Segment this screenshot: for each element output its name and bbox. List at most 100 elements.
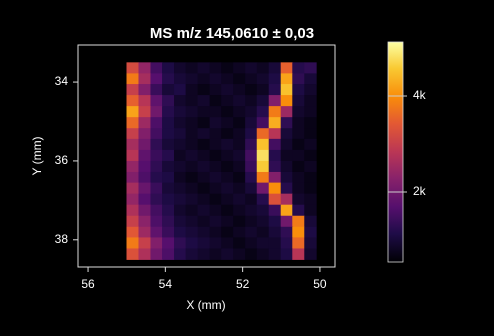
heatmap-cell (221, 171, 234, 184)
heatmap-cell (209, 138, 222, 151)
heatmap-cell (280, 106, 294, 118)
heatmap-cell (233, 128, 246, 140)
heatmap-cell (292, 106, 305, 118)
heatmap-cell (268, 226, 282, 239)
heatmap-cell (304, 182, 317, 195)
heatmap-cell (304, 128, 317, 140)
heatmap-cell (209, 182, 222, 195)
heatmap-cell (209, 106, 222, 118)
heatmap-cell (268, 215, 282, 228)
heatmap-cell (150, 62, 163, 74)
heatmap-cell (138, 73, 151, 85)
heatmap-cell (256, 149, 270, 162)
heatmap-cell (304, 62, 317, 74)
heatmap-cell (304, 117, 317, 129)
heatmap-cell (209, 160, 222, 173)
heatmap-cell (245, 193, 258, 206)
heatmap-cell (197, 149, 210, 162)
heatmap-cell (162, 62, 175, 74)
heatmap-cell (174, 193, 187, 206)
heatmap-cell (209, 215, 222, 228)
heatmap-cell (174, 182, 187, 195)
heatmap-cell (221, 128, 234, 140)
heatmap-cell (292, 138, 305, 151)
heatmap-cell (245, 171, 258, 184)
heatmap-cell (304, 106, 317, 118)
heatmap-cell (268, 138, 282, 151)
heatmap-cell (233, 160, 246, 173)
heatmap-cell (185, 149, 199, 162)
heatmap-cell (162, 248, 175, 260)
heatmap-cell (209, 62, 222, 74)
heatmap-cell (185, 160, 199, 173)
heatmap-cell (138, 138, 151, 151)
heatmap-cell (292, 215, 305, 228)
heatmap-cell (174, 62, 187, 74)
plot-frame (77, 44, 336, 268)
heatmap-cell (292, 182, 305, 195)
heatmap-cell (292, 237, 305, 249)
heatmap-cell (150, 226, 163, 239)
heatmap-cell (209, 226, 222, 239)
heatmap-cell (185, 237, 199, 249)
heatmap-cell (233, 226, 246, 239)
heatmap-cell (292, 128, 305, 140)
heatmap-cell (162, 84, 175, 96)
heatmap-cell (292, 248, 305, 260)
heatmap-cell (150, 171, 163, 184)
heatmap-cell (268, 193, 282, 206)
heatmap-cell (197, 106, 210, 118)
heatmap-cell (304, 149, 317, 162)
heatmap-cell (233, 171, 246, 184)
heatmap-cell (256, 193, 270, 206)
colorbar (387, 41, 404, 263)
heatmap-cell (185, 171, 199, 184)
heatmap-cell (280, 149, 294, 162)
heatmap-cell (126, 248, 139, 260)
heatmap-cell (185, 73, 199, 85)
heatmap-cell (162, 215, 175, 228)
heatmap-cell (162, 95, 175, 107)
x-tick-label: 54 (159, 277, 173, 291)
heatmap-cell (256, 84, 270, 96)
heatmap-cell (138, 160, 151, 173)
heatmap-cell (209, 128, 222, 140)
heatmap-cell (185, 248, 199, 260)
heatmap-cell (304, 73, 317, 85)
heatmap-cell (245, 215, 258, 228)
heatmap-cell (197, 226, 210, 239)
heatmap-cell (174, 106, 187, 118)
x-tick-label: 52 (236, 277, 250, 291)
heatmap-cell (150, 149, 163, 162)
heatmap-cell (268, 62, 282, 74)
heatmap-cell (280, 73, 294, 85)
heatmap-cell (256, 106, 270, 118)
heatmap-cell (174, 149, 187, 162)
heatmap-cell (126, 182, 139, 195)
heatmap-cell (256, 117, 270, 129)
heatmap-cell (209, 237, 222, 249)
heatmap-cell (150, 106, 163, 118)
heatmap-cell (185, 204, 199, 217)
heatmap-cell (233, 73, 246, 85)
heatmap-cell (292, 73, 305, 85)
y-tick-label: 38 (55, 232, 69, 246)
heatmap-cell (292, 117, 305, 129)
heatmap-cell (268, 160, 282, 173)
x-axis-label: X (mm) (186, 298, 225, 312)
heatmap-cell (245, 160, 258, 173)
heatmap-cell (233, 204, 246, 217)
heatmap-cell (280, 215, 294, 228)
y-axis-label: Y (mm) (30, 136, 44, 175)
heatmap-cell (197, 248, 210, 260)
heatmap-cell (209, 193, 222, 206)
heatmap-cell (233, 237, 246, 249)
heatmap-cell (221, 226, 234, 239)
heatmap-cell (245, 182, 258, 195)
heatmap-cell (256, 248, 270, 260)
heatmap-cell (150, 215, 163, 228)
heatmap-cell (221, 84, 234, 96)
heatmap-cell (221, 73, 234, 85)
heatmap-cell (185, 128, 199, 140)
